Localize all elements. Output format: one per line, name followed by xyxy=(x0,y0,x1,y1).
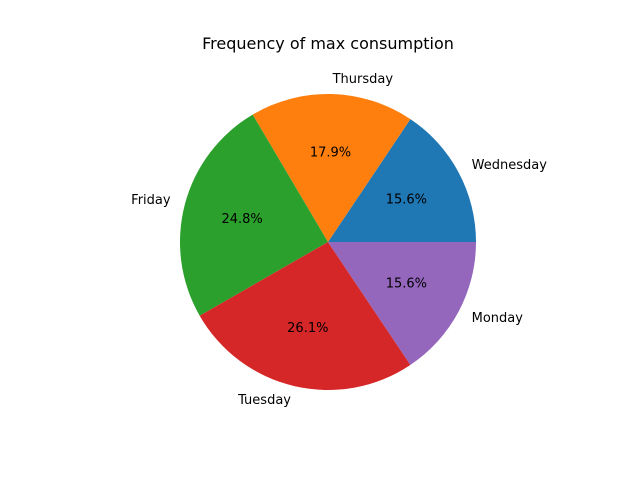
pie-slice-friday xyxy=(179,114,328,316)
slice-label-friday: Friday xyxy=(131,193,171,208)
slice-percent-friday: 24.8% xyxy=(221,212,262,227)
slice-percent-tuesday: 26.1% xyxy=(287,321,328,336)
pie-slice-tuesday xyxy=(199,242,411,390)
slice-percent-wednesday: 15.6% xyxy=(386,193,427,208)
pie-labels: Wednesday 15.6% Thursday 17.9% Friday 24.8% Tu… xyxy=(131,72,547,408)
pie-slice-monday xyxy=(328,242,476,365)
slice-label-thursday: Thursday xyxy=(332,72,394,87)
pie-slice-wednesday xyxy=(328,119,476,242)
slice-percent-thursday: 17.9% xyxy=(310,146,351,161)
slice-label-tuesday: Tuesday xyxy=(237,393,291,408)
pie-slice-thursday xyxy=(252,94,411,242)
slice-label-wednesday: Wednesday xyxy=(472,158,548,173)
slice-label-monday: Monday xyxy=(472,311,524,326)
slice-percent-monday: 15.6% xyxy=(386,276,427,291)
pie-slices xyxy=(179,94,476,390)
chart-title: Frequency of max consumption xyxy=(202,34,454,53)
